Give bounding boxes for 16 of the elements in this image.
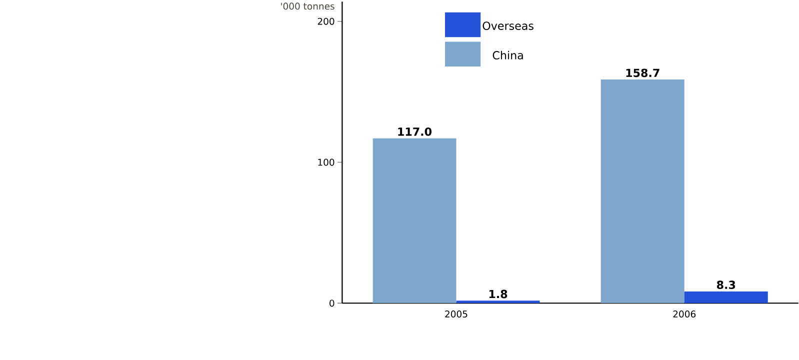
y-tick-label: 100	[318, 158, 334, 166]
y-tick-label: 200	[318, 18, 334, 26]
data-label: 117.0	[398, 128, 432, 136]
bar	[600, 80, 684, 304]
x-tick-label: 2006	[673, 310, 696, 318]
data-label: 1.8	[489, 290, 508, 298]
bar	[372, 138, 456, 304]
bar	[684, 292, 768, 304]
data-label: 158.7	[626, 68, 660, 78]
data-label: 8.3	[716, 280, 736, 290]
y-tick-label: 0	[330, 300, 334, 307]
legend-label: China	[492, 51, 523, 60]
y-axis-title: '000 tonnes	[281, 2, 334, 10]
x-tick-label: 2005	[445, 310, 468, 318]
bar	[456, 300, 540, 304]
legend-label: Overseas	[482, 22, 534, 30]
